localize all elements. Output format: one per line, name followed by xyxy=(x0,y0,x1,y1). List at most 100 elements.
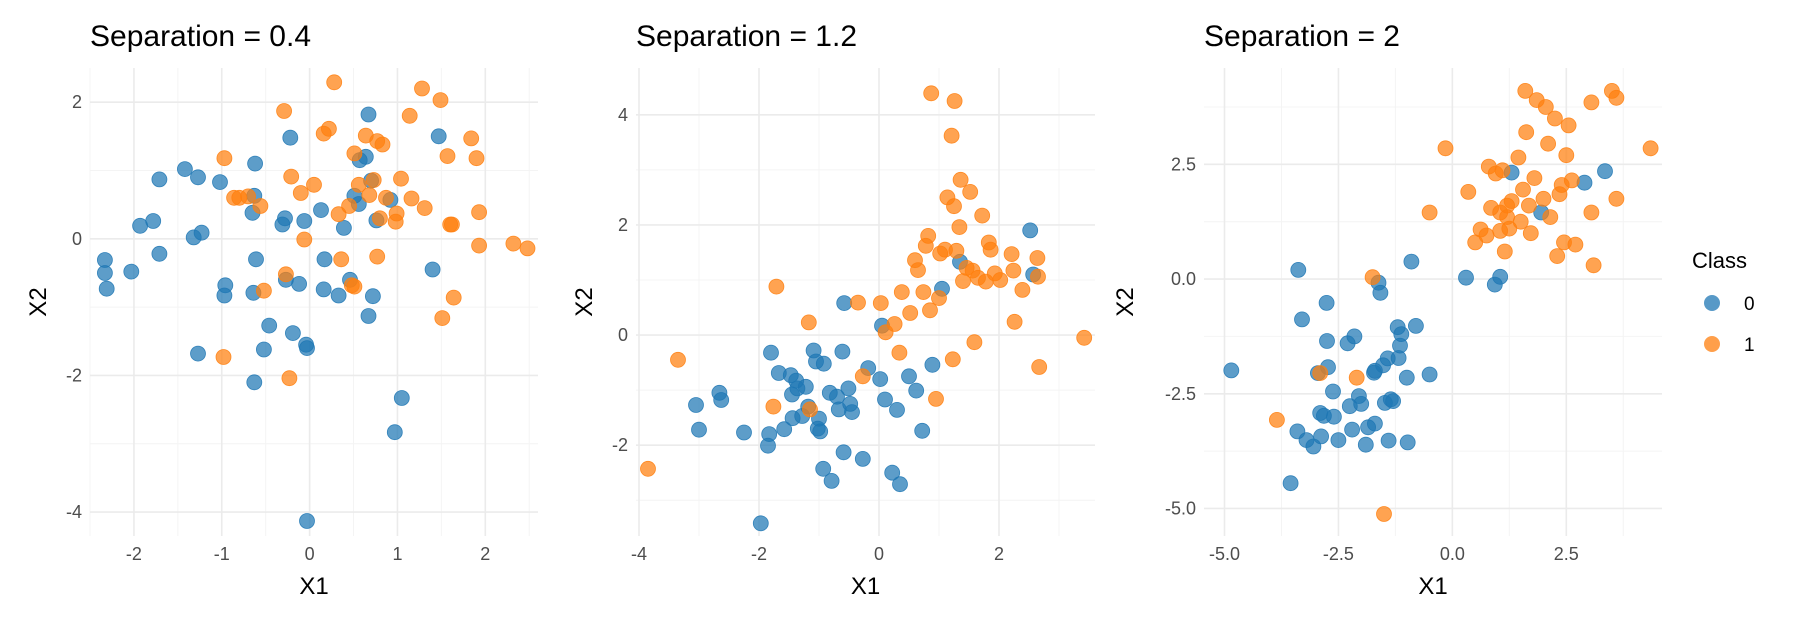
data-point-class-1 xyxy=(928,390,944,407)
y-tick-label: 2 xyxy=(618,215,628,235)
series-class-1 xyxy=(640,85,1093,477)
data-point-class-0 xyxy=(736,424,752,441)
data-point-class-1 xyxy=(1526,170,1543,187)
data-point-class-0 xyxy=(691,421,707,438)
data-point-class-0 xyxy=(151,171,168,188)
data-point-class-0 xyxy=(1597,163,1613,180)
data-point-class-0 xyxy=(190,169,206,186)
data-point-class-1 xyxy=(277,266,294,283)
x-tick-label: 0 xyxy=(874,544,884,564)
data-point-class-0 xyxy=(360,106,377,123)
data-point-class-1 xyxy=(952,171,969,188)
series-class-1 xyxy=(1269,83,1659,522)
data-point-class-1 xyxy=(1512,213,1529,230)
data-point-class-0 xyxy=(299,513,315,529)
x-tick-label: -2 xyxy=(751,544,767,564)
data-point-class-1 xyxy=(910,262,926,279)
data-point-class-1 xyxy=(1540,135,1556,152)
data-point-class-1 xyxy=(944,351,961,368)
data-point-class-1 xyxy=(341,198,358,214)
data-point-class-0 xyxy=(1353,395,1370,412)
data-point-class-0 xyxy=(1399,434,1416,451)
data-point-class-1 xyxy=(1014,281,1031,298)
y-tick-label: 2 xyxy=(72,92,82,112)
data-point-class-1 xyxy=(330,206,347,223)
data-point-class-0 xyxy=(835,444,852,461)
gridlines xyxy=(1204,68,1662,536)
data-point-class-0 xyxy=(296,213,313,229)
data-point-class-0 xyxy=(299,340,315,357)
data-point-class-1 xyxy=(1585,257,1602,274)
data-point-class-0 xyxy=(713,392,730,408)
data-point-class-1 xyxy=(1522,225,1539,242)
data-point-class-0 xyxy=(315,281,332,298)
x-axis-title: X1 xyxy=(1418,573,1447,600)
data-point-class-1 xyxy=(891,344,908,361)
data-point-class-1 xyxy=(1460,183,1477,200)
data-point-class-1 xyxy=(471,204,488,221)
data-point-class-1 xyxy=(1312,365,1329,382)
data-point-class-1 xyxy=(388,205,405,222)
data-point-class-0 xyxy=(282,129,299,146)
data-point-class-1 xyxy=(765,398,782,415)
data-point-class-1 xyxy=(1515,181,1531,198)
data-point-class-0 xyxy=(255,341,272,358)
data-point-class-1 xyxy=(1269,411,1285,428)
data-point-class-0 xyxy=(797,378,814,395)
data-point-class-0 xyxy=(246,374,263,391)
data-point-class-1 xyxy=(922,302,938,319)
data-point-class-0 xyxy=(193,224,210,241)
data-point-class-0 xyxy=(123,263,140,280)
data-point-class-1 xyxy=(1517,83,1534,99)
data-point-class-1 xyxy=(326,74,343,91)
data-point-class-0 xyxy=(1372,284,1389,301)
data-point-class-1 xyxy=(463,130,480,147)
data-point-class-1 xyxy=(1535,190,1552,207)
data-point-class-1 xyxy=(346,278,363,295)
data-point-class-0 xyxy=(216,287,233,304)
data-point-class-1 xyxy=(403,190,420,207)
data-point-class-0 xyxy=(1393,326,1410,343)
series-class-0 xyxy=(1223,163,1613,492)
data-point-class-1 xyxy=(432,92,449,108)
data-point-class-1 xyxy=(974,207,991,224)
data-point-class-1 xyxy=(1421,204,1438,221)
x-tick-label: 0.0 xyxy=(1440,544,1465,564)
data-point-class-1 xyxy=(800,314,817,331)
data-point-class-1 xyxy=(943,127,960,144)
data-point-class-1 xyxy=(946,93,963,109)
legend-item-class-0: 0 xyxy=(1704,294,1755,315)
data-point-class-0 xyxy=(212,174,228,191)
data-point-class-0 xyxy=(1319,333,1335,349)
data-point-class-0 xyxy=(393,390,410,406)
data-point-class-0 xyxy=(424,261,441,278)
gridlines xyxy=(89,68,538,536)
data-point-class-1 xyxy=(378,189,394,206)
data-point-class-1 xyxy=(1478,227,1495,244)
data-point-class-1 xyxy=(1003,246,1020,263)
data-point-class-1 xyxy=(1567,236,1584,253)
data-point-class-1 xyxy=(1076,329,1093,346)
panel-3: -5.0 -2.5 0.0 2.5 -5.0 -2.5 0.0 2.5 Separation =… xyxy=(1112,20,1662,600)
data-point-class-1 xyxy=(393,170,409,187)
legend-label-class-1: 1 xyxy=(1744,335,1755,356)
data-point-class-0 xyxy=(277,210,293,227)
data-point-class-0 xyxy=(1022,222,1039,239)
data-point-class-1 xyxy=(468,150,485,167)
data-point-class-0 xyxy=(247,155,264,172)
data-point-class-0 xyxy=(836,295,853,312)
data-point-class-1 xyxy=(854,368,871,385)
data-point-class-1 xyxy=(346,145,363,162)
data-point-class-0 xyxy=(430,128,447,145)
data-point-class-1 xyxy=(350,176,367,193)
data-point-class-1 xyxy=(505,235,522,252)
legend-item-class-1: 1 xyxy=(1704,335,1755,356)
data-point-class-1 xyxy=(992,272,1009,288)
x-tick-label: 2 xyxy=(994,544,1004,564)
data-point-class-1 xyxy=(902,305,919,321)
y-tick-label: 0.0 xyxy=(1171,269,1196,289)
data-point-class-0 xyxy=(1346,328,1363,345)
data-point-class-0 xyxy=(330,287,347,304)
data-point-class-1 xyxy=(920,227,937,244)
